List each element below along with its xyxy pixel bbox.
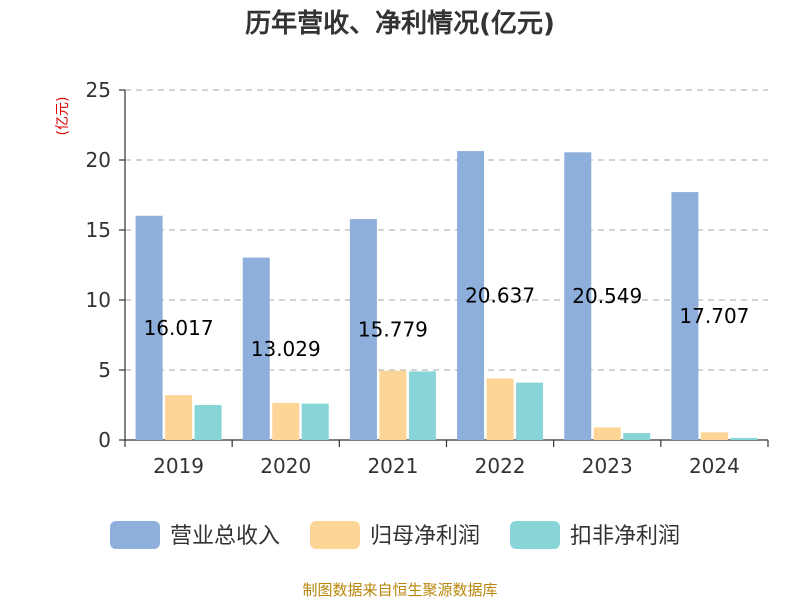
bar-1-2022[interactable] xyxy=(457,151,485,440)
bar-1-2023[interactable] xyxy=(564,152,592,440)
x-tick-label: 2024 xyxy=(689,454,740,478)
x-tick-label: 2022 xyxy=(475,454,526,478)
bar-2-2020[interactable] xyxy=(272,402,300,440)
y-tick-label: 20 xyxy=(86,148,111,172)
bar-3-2020[interactable] xyxy=(301,403,329,440)
data-label: 16.017 xyxy=(144,316,214,340)
legend-item-2[interactable]: 归母净利润 xyxy=(310,521,480,549)
bar-1-2019[interactable] xyxy=(135,215,163,440)
legend-item-3[interactable]: 扣非净利润 xyxy=(510,521,680,549)
data-labels: 16.017 13.029 15.779 20.637 20.549 17.707 xyxy=(144,284,750,361)
legend-swatch xyxy=(510,521,560,549)
grid-lines xyxy=(125,89,768,371)
bar-2-2023[interactable] xyxy=(593,427,621,440)
legend-label: 归母净利润 xyxy=(370,524,480,549)
legend[interactable]: 营业总收入 归母净利润 扣非净利润 xyxy=(110,521,680,549)
bar-1-2024[interactable] xyxy=(671,192,699,440)
source-note: 制图数据来自恒生聚源数据库 xyxy=(302,581,497,599)
bar-3-2023[interactable] xyxy=(623,433,651,440)
y-tick-label: 0 xyxy=(98,428,111,452)
bar-2-2021[interactable] xyxy=(379,370,407,440)
legend-label: 扣非净利润 xyxy=(570,524,680,549)
y-tick-label: 10 xyxy=(86,288,111,312)
bar-2-2022[interactable] xyxy=(486,378,514,440)
bar-1-2021[interactable] xyxy=(349,219,377,440)
bar-1-2020[interactable] xyxy=(242,257,270,440)
x-tick-label: 2019 xyxy=(153,454,204,478)
bar-3-2019[interactable] xyxy=(194,405,222,440)
axes: 0 5 10 15 20 25 2019 2020 2021 2022 2023 2024 xyxy=(86,78,769,478)
bar-2-2019[interactable] xyxy=(165,395,193,440)
legend-label: 营业总收入 xyxy=(170,524,280,549)
bar-2-2024[interactable] xyxy=(700,432,728,440)
legend-swatch xyxy=(310,521,360,549)
bar-3-2024[interactable] xyxy=(730,437,758,440)
x-tick-label: 2021 xyxy=(367,454,418,478)
data-label: 13.029 xyxy=(251,337,321,361)
data-label: 17.707 xyxy=(679,304,749,328)
y-tick-label: 15 xyxy=(86,218,111,242)
data-label: 20.637 xyxy=(465,284,535,308)
x-tick-label: 2020 xyxy=(260,454,311,478)
bar-3-2021[interactable] xyxy=(408,371,436,440)
legend-swatch xyxy=(110,521,160,549)
x-tick-label: 2023 xyxy=(582,454,633,478)
chart-title: 历年营收、净利情况(亿元) xyxy=(245,8,555,39)
bars xyxy=(135,151,758,440)
y-tick-label: 25 xyxy=(86,78,111,102)
legend-item-1[interactable]: 营业总收入 xyxy=(110,521,280,549)
y-tick-label: 5 xyxy=(98,358,111,382)
bar-3-2022[interactable] xyxy=(516,382,544,440)
data-label: 15.779 xyxy=(358,318,428,342)
y-axis-label: (亿元) xyxy=(55,97,71,136)
data-label: 20.549 xyxy=(572,284,642,308)
